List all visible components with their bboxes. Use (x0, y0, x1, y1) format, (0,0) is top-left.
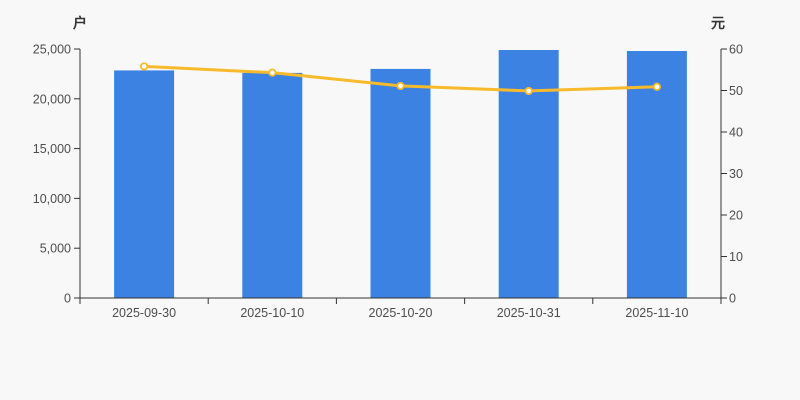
right-axis-name: 元 (711, 15, 725, 31)
bar[interactable] (626, 50, 687, 298)
right-axis-tick-label: 60 (729, 43, 743, 57)
x-axis-category-label: 2025-10-10 (240, 306, 304, 320)
line-point[interactable] (396, 81, 405, 91)
x-axis-category-label: 2025-11-10 (625, 306, 688, 320)
right-axis-tick-label: 40 (729, 126, 743, 140)
bar[interactable] (114, 70, 175, 298)
right-axis-tick-label: 50 (729, 84, 743, 98)
line-point[interactable] (140, 62, 149, 71)
x-axis-category-label: 2025-10-20 (369, 306, 433, 320)
line-point[interactable] (524, 86, 533, 96)
line-point[interactable] (268, 68, 277, 77)
bar[interactable] (242, 72, 303, 299)
left-axis-tick-label: 5,000 (40, 242, 71, 256)
left-axis-name: 户 (73, 15, 87, 31)
bar[interactable] (370, 68, 431, 298)
left-axis-tick-label: 25,000 (33, 43, 71, 57)
right-axis-tick-label: 10 (729, 250, 743, 264)
line-point[interactable] (652, 82, 662, 91)
right-axis-tick-label: 30 (729, 167, 743, 181)
right-axis-tick-label: 0 (729, 292, 736, 306)
left-axis-tick-label: 0 (64, 292, 71, 306)
left-axis-tick-label: 15,000 (33, 142, 71, 156)
left-axis-tick-label: 10,000 (33, 192, 71, 206)
left-axis-tick-label: 20,000 (33, 92, 71, 106)
right-axis-tick-label: 20 (729, 209, 743, 223)
x-axis-category-label: 2025-09-30 (112, 306, 176, 320)
x-axis-category-label: 2025-10-31 (497, 306, 561, 320)
